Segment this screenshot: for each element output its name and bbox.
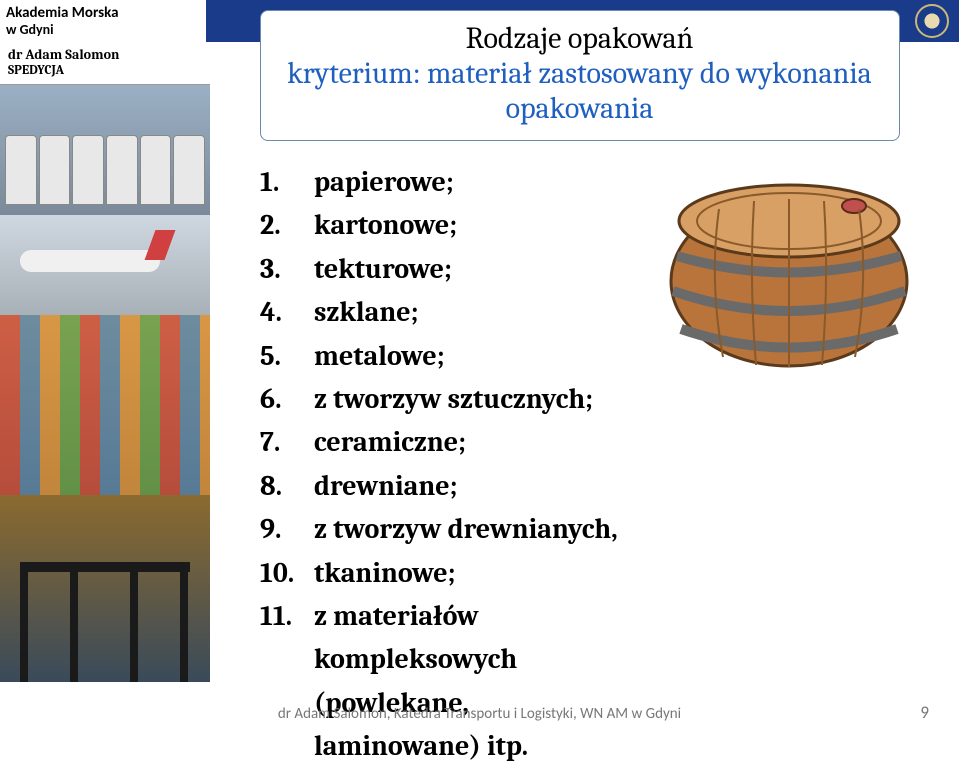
list-item: 9.z tworzyw drewnianych, <box>260 508 619 551</box>
list-text: z tworzyw sztucznych; <box>314 378 619 421</box>
list-area: 1.papierowe; 2.kartonowe; 3.tekturowe; 4… <box>220 161 939 768</box>
list-num: 5. <box>260 335 314 378</box>
list-item: 5.metalowe; <box>260 335 619 378</box>
packaging-types-list: 1.papierowe; 2.kartonowe; 3.tekturowe; 4… <box>260 161 619 768</box>
list-item: 2.kartonowe; <box>260 204 619 247</box>
list-item: 1.papierowe; <box>260 161 619 204</box>
author-name: dr Adam Salomon <box>8 46 202 63</box>
institution-box: Akademia Morska w Gdyni <box>0 0 210 42</box>
list-item: 6.z tworzyw sztucznych; <box>260 378 619 421</box>
title-line1: Rodzaje opakowań <box>281 21 879 56</box>
list-column: 1.papierowe; 2.kartonowe; 3.tekturowe; 4… <box>260 161 619 768</box>
list-item: 10.tkaninowe; <box>260 552 619 595</box>
page-number: 9 <box>920 702 929 723</box>
author-box: dr Adam Salomon SPEDYCJA <box>0 42 210 85</box>
list-text: metalowe; <box>314 335 619 378</box>
barrel-illustration-wrap <box>639 161 939 768</box>
title-box: Rodzaje opakowań kryterium: materiał zas… <box>260 10 900 141</box>
footer-text: dr Adam Salomon, Katedra Transportu i Lo… <box>0 705 959 723</box>
list-num: 11. <box>260 595 314 768</box>
list-num: 6. <box>260 378 314 421</box>
title-line2: kryterium: materiał zastosowany do wykon… <box>281 56 879 91</box>
airplane-photo <box>0 215 210 315</box>
list-num: 8. <box>260 465 314 508</box>
list-item: 4.szklane; <box>260 291 619 334</box>
institution-logo <box>915 4 949 38</box>
title-line3: opakowania <box>281 91 879 126</box>
list-num: 7. <box>260 421 314 464</box>
list-text: tekturowe; <box>314 248 619 291</box>
course-name: SPEDYCJA <box>8 63 202 78</box>
list-text: papierowe; <box>314 161 619 204</box>
barrel-icon <box>659 171 919 391</box>
list-item: 8.drewniane; <box>260 465 619 508</box>
list-text: ceramiczne; <box>314 421 619 464</box>
list-item: 7.ceramiczne; <box>260 421 619 464</box>
sidebar: dr Adam Salomon SPEDYCJA <box>0 42 210 682</box>
list-item: 11.z materiałów kompleksowych (powlekane… <box>260 595 619 768</box>
list-text: szklane; <box>314 291 619 334</box>
list-num: 4. <box>260 291 314 334</box>
list-item: 3.tekturowe; <box>260 248 619 291</box>
list-num: 3. <box>260 248 314 291</box>
list-text: z materiałów kompleksowych (powlekane, l… <box>314 595 619 768</box>
institution-name: Akademia Morska <box>6 5 200 22</box>
list-text: tkaninowe; <box>314 552 619 595</box>
institution-city: w Gdyni <box>6 22 200 37</box>
list-text: z tworzyw drewnianych, <box>314 508 619 551</box>
list-num: 9. <box>260 508 314 551</box>
list-text: drewniane; <box>314 465 619 508</box>
main-content: Rodzaje opakowań kryterium: materiał zas… <box>220 40 939 693</box>
container-port-photo <box>0 315 210 682</box>
list-num: 10. <box>260 552 314 595</box>
list-num: 1. <box>260 161 314 204</box>
list-num: 2. <box>260 204 314 247</box>
list-text: kartonowe; <box>314 204 619 247</box>
trucks-photo <box>0 85 210 215</box>
